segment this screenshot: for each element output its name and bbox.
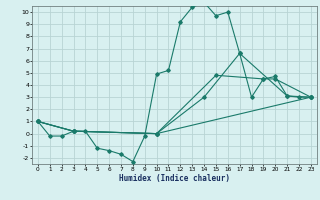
X-axis label: Humidex (Indice chaleur): Humidex (Indice chaleur) bbox=[119, 174, 230, 183]
